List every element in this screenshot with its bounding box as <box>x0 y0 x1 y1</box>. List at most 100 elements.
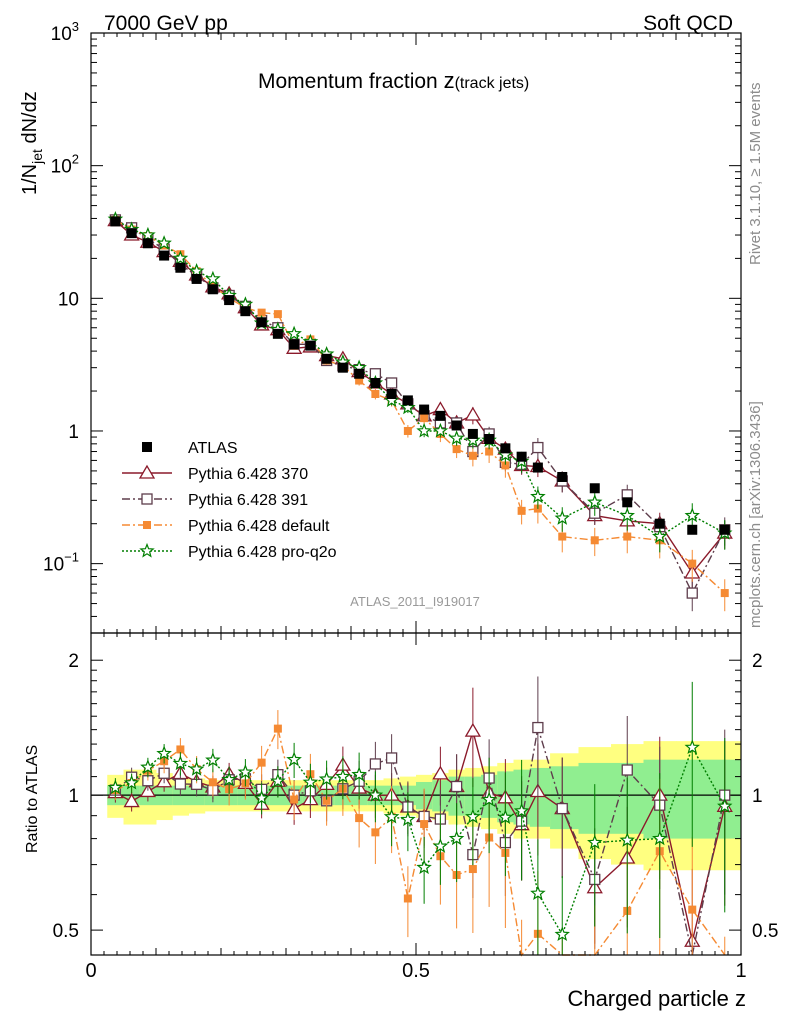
series-3-point <box>420 414 429 423</box>
atlas-point <box>402 395 413 406</box>
y-tick-label: 103 <box>51 19 79 45</box>
series-4-ratio-point <box>335 768 351 784</box>
series-4-ratio-point <box>513 802 530 818</box>
series-3-ratio-point <box>290 795 299 804</box>
series-3-ratio-point <box>468 865 477 874</box>
legend-marker <box>143 521 151 529</box>
series-3-point <box>501 461 510 470</box>
ratio-tick-label: 2 <box>68 651 79 672</box>
series-2-point <box>686 587 698 599</box>
y-axis-label-sub: jet <box>29 149 45 165</box>
series-3-ratio-point <box>688 905 697 914</box>
series-2-point <box>385 377 398 389</box>
legend-marker <box>141 493 153 505</box>
series-4-ratio-point <box>448 830 465 846</box>
series-4-ratio-point <box>270 773 286 788</box>
series-3-point <box>485 447 494 456</box>
series-4-ratio-point <box>237 764 254 779</box>
x-tick-label: 0.5 <box>402 960 430 982</box>
atlas-point <box>451 420 462 431</box>
atlas-point <box>191 273 202 284</box>
series-3-ratio-point <box>355 814 364 823</box>
series-4-ratio-point <box>253 789 270 805</box>
series-4-ratio-point <box>367 787 384 802</box>
series-4-ratio-point <box>286 751 302 767</box>
atlas-point <box>516 451 527 462</box>
series-4-point <box>448 430 465 445</box>
atlas-point <box>386 388 397 399</box>
chart-title: Momentum fraction z(track jets) <box>258 68 529 93</box>
atlas-point <box>110 216 121 227</box>
ratio-band-inner <box>529 767 551 827</box>
series-3-ratio-point <box>176 745 185 754</box>
series-3-point <box>273 310 282 319</box>
chart-title-var: z <box>444 68 455 93</box>
legend: ATLAS Pythia 6.428 370 Pythia 6.428 391 Pyt… <box>122 440 337 561</box>
atlas-point <box>622 497 633 508</box>
chart-title-sub: (track jets) <box>455 75 530 92</box>
series-4-point <box>156 235 172 250</box>
ratio-axis-label: Ratio to ATLAS <box>24 745 41 853</box>
series-3-ratio-point <box>273 724 282 733</box>
series-1-ratio-point <box>464 722 482 737</box>
series-2-ratio-point <box>385 752 398 764</box>
atlas-point <box>142 238 153 249</box>
series-4-ratio-point <box>465 808 481 824</box>
ratio-panel-frame <box>90 632 742 956</box>
series-2-ratio-point <box>369 758 382 770</box>
series-4-point <box>205 270 221 286</box>
ratio-band-inner <box>550 766 579 830</box>
series-4-point <box>619 507 635 523</box>
atlas-point <box>484 433 495 444</box>
series-4-ratio-point <box>554 926 570 942</box>
series-4-ratio-point <box>652 830 668 846</box>
series-3-point <box>468 451 477 460</box>
series-4-point <box>140 226 156 242</box>
header-left: 7000 GeV pp <box>104 12 228 35</box>
series-4-point <box>530 488 546 504</box>
atlas-point <box>435 410 446 421</box>
series-4-ratio-point <box>497 809 514 825</box>
series-4-point <box>684 507 700 523</box>
series-4-point <box>587 494 603 509</box>
series-4-ratio-point <box>156 745 172 761</box>
series-4-ratio-point <box>221 771 237 787</box>
chart-title-main: Momentum fraction <box>258 70 444 93</box>
series-4-ratio-point <box>587 834 603 850</box>
series-2-ratio-point <box>174 778 187 790</box>
legend-label: Pythia 6.428 default <box>188 518 330 535</box>
header-right: Soft QCD <box>643 12 733 35</box>
atlas-point <box>337 362 348 373</box>
atlas-point <box>532 462 543 473</box>
series-3-ratio-point <box>208 778 217 787</box>
series-3-ratio-line <box>115 726 726 957</box>
atlas-point <box>305 340 316 351</box>
series-4-point <box>432 422 449 438</box>
y-tick-label: 102 <box>51 152 79 178</box>
series-4-ratio-point <box>400 811 416 827</box>
series-4-ratio-point <box>432 838 449 853</box>
series-2-ratio-point <box>450 780 463 793</box>
atlas-point <box>500 443 511 454</box>
series-2-point <box>532 441 544 454</box>
atlas-point <box>175 262 186 273</box>
atlas-point <box>654 518 665 529</box>
legend-label: ATLAS <box>188 440 238 457</box>
ratio-tick-label-right: 0.5 <box>752 921 778 942</box>
ratio-tick-label-right: 1 <box>752 786 763 807</box>
atlas-point <box>126 228 137 239</box>
series-4-ratio-point <box>717 798 733 813</box>
series-4-line <box>115 218 726 538</box>
atlas-point <box>354 368 365 379</box>
series-4-ratio-point <box>619 832 635 847</box>
y-tick-label: 1 <box>68 422 79 443</box>
series-3-point <box>517 506 526 515</box>
atlas-point <box>240 306 251 317</box>
series-3-ratio-point <box>371 828 380 837</box>
legend-marker <box>139 542 155 558</box>
y-tick-label: 10 <box>58 289 79 310</box>
series-4-ratio-point <box>318 771 335 786</box>
series-4-ratio-point <box>172 755 189 771</box>
series-4-ratio-point <box>188 761 205 776</box>
series-2-ratio-point <box>556 802 568 815</box>
